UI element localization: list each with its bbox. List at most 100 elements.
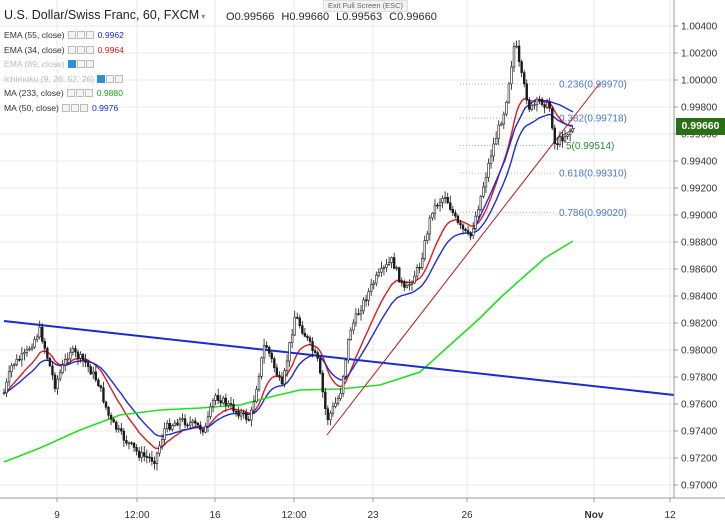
candle-body — [479, 196, 483, 211]
price-tick-label: 0.97000 — [681, 481, 718, 492]
candle-body — [329, 412, 332, 421]
indicator-ema89[interactable]: EMA (89, close) — [4, 57, 127, 72]
candle-body — [352, 322, 355, 331]
candle-body — [219, 400, 222, 404]
candle-body — [354, 313, 358, 324]
indicator-ema34[interactable]: EMA (34, close) 0.9964 — [4, 43, 127, 58]
candle-body — [168, 422, 171, 430]
candle-body — [515, 45, 518, 48]
indicator-ma50[interactable]: MA (50, close) 0.9976 — [4, 101, 127, 116]
close-icon[interactable] — [115, 74, 124, 83]
fib-level-label: 0.618(0.99310) — [559, 169, 627, 180]
candle-body — [543, 104, 546, 108]
candle-body — [64, 359, 67, 366]
candle-body — [232, 404, 235, 412]
candle-body — [247, 419, 250, 421]
candle-body — [145, 456, 148, 458]
candle-body — [454, 212, 457, 217]
candle-body — [155, 452, 159, 465]
price-tick-label: 0.99000 — [681, 211, 718, 222]
candle-body — [520, 61, 523, 73]
close-icon[interactable] — [85, 45, 94, 54]
fib-level-label: 5(0.99514) — [566, 141, 614, 152]
candle-body — [115, 421, 118, 430]
candle-body — [449, 202, 452, 210]
candle-body — [84, 359, 87, 363]
candle-body — [492, 143, 495, 157]
candle-body — [102, 387, 105, 403]
ohlc-close-value: 0.99660 — [397, 11, 437, 23]
candle-body — [186, 424, 189, 427]
candle-body — [224, 397, 228, 406]
candle-body — [558, 136, 562, 146]
exit-fullscreen-button[interactable]: Exit Full Screen (ESC) — [323, 0, 409, 12]
indicator-ichimoku[interactable]: Ichimoku (9, 26, 52, 26) — [4, 72, 127, 87]
candle-body — [341, 376, 345, 394]
gear-icon[interactable] — [76, 31, 85, 40]
candle-body — [451, 209, 454, 214]
candle-body — [211, 400, 215, 408]
candle-body — [551, 108, 554, 129]
time-tick-label: 12:00 — [281, 510, 306, 521]
eye-icon[interactable] — [67, 60, 76, 69]
symbol-title[interactable]: U.S. Dollar/Swiss Franc, 60, FXCM ▾ — [4, 8, 205, 22]
indicator-label: EMA (89, close) — [4, 59, 65, 70]
candle-body — [308, 337, 312, 342]
candle-body — [171, 425, 174, 430]
eye-icon[interactable] — [67, 31, 76, 40]
price-axis[interactable]: 1.00400 1.00200 1.00000 0.99800 0.99600 0.994… — [673, 0, 718, 498]
indicator-label: MA (50, close) — [4, 102, 59, 113]
eye-icon[interactable] — [66, 89, 75, 98]
candle-body — [525, 83, 528, 101]
indicator-ema55[interactable]: EMA (55, close) 0.9962 — [4, 28, 127, 43]
gear-icon[interactable] — [76, 45, 85, 54]
candle-body — [400, 281, 403, 284]
candle-body — [296, 316, 299, 319]
chevron-down-icon[interactable]: ▾ — [201, 12, 206, 21]
close-icon[interactable] — [79, 103, 88, 112]
indicator-label: MA (233, close) — [4, 88, 64, 99]
time-axis[interactable]: 9 12:00 16 12:00 23 26 Nov 12 — [0, 497, 725, 521]
ohlc-open-key: O — [226, 11, 235, 23]
eye-icon[interactable] — [97, 74, 106, 83]
candle-body — [262, 345, 266, 359]
candle-body — [132, 442, 136, 448]
candle-body — [255, 389, 258, 403]
eye-icon[interactable] — [61, 103, 70, 112]
price-tick-label: 0.98200 — [681, 319, 718, 330]
candle-body — [431, 212, 434, 219]
candle-body — [563, 136, 567, 142]
fib-level-label: 0.236(0.99970) — [559, 80, 627, 91]
close-icon[interactable] — [85, 60, 94, 69]
candle-body — [336, 398, 340, 404]
candle-body — [301, 325, 304, 334]
ohlc-open-value: 0.99566 — [234, 11, 275, 23]
time-tick-label: Nov — [585, 510, 604, 521]
candle-body — [568, 130, 572, 136]
gear-icon[interactable] — [106, 74, 115, 83]
candle-body — [38, 326, 41, 338]
close-icon[interactable] — [85, 31, 94, 40]
candle-body — [288, 342, 291, 362]
candle-body — [306, 335, 309, 339]
eye-icon[interactable] — [67, 45, 76, 54]
candle-body — [242, 412, 245, 415]
candle-body — [349, 329, 352, 340]
gear-icon[interactable] — [76, 60, 85, 69]
candle-body — [23, 352, 26, 355]
candle-body — [466, 230, 470, 233]
candle-body — [58, 372, 62, 380]
gear-icon[interactable] — [75, 89, 84, 98]
close-icon[interactable] — [84, 89, 93, 98]
candle-body — [494, 137, 498, 145]
candle-body — [347, 339, 350, 361]
candle-body — [334, 403, 337, 407]
indicator-value: 0.9976 — [91, 102, 119, 113]
chart-grid — [0, 0, 674, 498]
candle-body — [196, 422, 199, 426]
candle-body — [245, 412, 248, 420]
candle-body — [204, 425, 207, 433]
gear-icon[interactable] — [70, 103, 79, 112]
indicator-ma233[interactable]: MA (233, close) 0.9880 — [4, 86, 127, 101]
